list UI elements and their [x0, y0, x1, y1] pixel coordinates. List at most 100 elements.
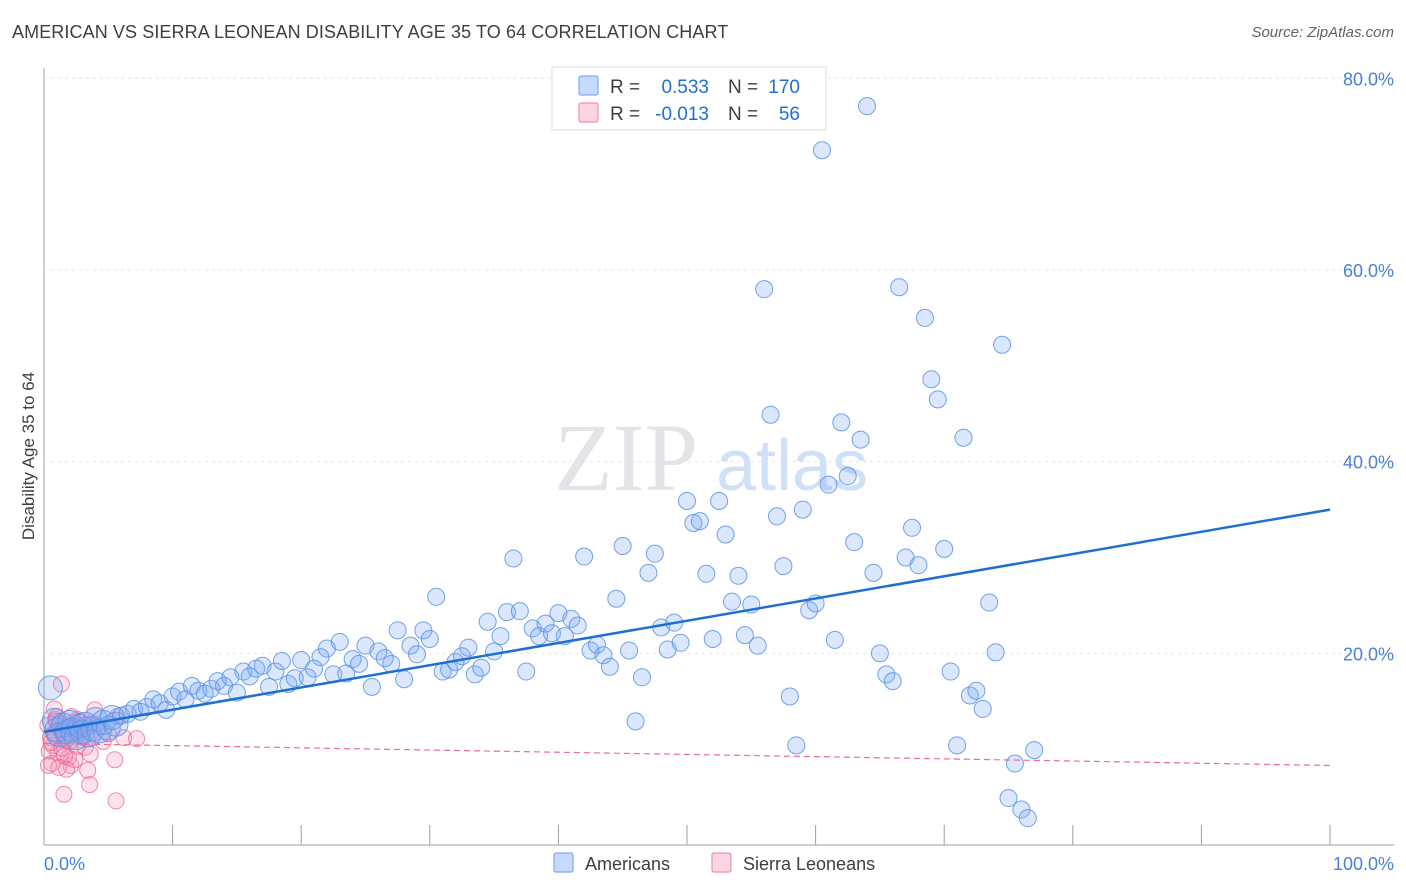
x-tick-label-min: 0.0% [44, 854, 85, 874]
americans-trend-line [43, 508, 1331, 734]
y-tick-label: 60.0% [1343, 261, 1394, 281]
americans-point [748, 636, 767, 655]
americans-point [935, 539, 954, 558]
americans-point [678, 491, 696, 510]
americans-point [697, 564, 716, 583]
americans-point [948, 736, 967, 755]
americans-point [620, 641, 639, 660]
americans-point [407, 645, 426, 664]
americans-point [909, 556, 928, 575]
americans-point [768, 507, 787, 526]
americans-point [735, 626, 754, 645]
americans-point [272, 652, 291, 670]
americans-point [626, 712, 645, 731]
americans-point [690, 512, 709, 531]
americans-point [478, 612, 497, 631]
y-axis-label: Disability Age 35 to 64 [19, 372, 38, 540]
legend-r-label-sierra-leoneans: R = [610, 104, 640, 125]
americans-point [980, 593, 999, 612]
americans-point [395, 670, 414, 689]
americans-point [497, 603, 516, 622]
y-tick-label: 80.0% [1343, 69, 1394, 89]
series-legend-swatch-americans [553, 852, 574, 873]
americans-point [780, 687, 799, 706]
series-legend: Americans Sierra Leoneans [553, 852, 875, 874]
y-tick-label: 40.0% [1343, 453, 1394, 473]
americans-point [575, 547, 594, 566]
americans-point [485, 642, 504, 661]
americans-point [594, 646, 613, 665]
americans-point [684, 514, 703, 532]
americans-point [716, 525, 735, 544]
americans-point [915, 308, 934, 327]
americans-point [890, 278, 909, 297]
americans-point [877, 665, 896, 684]
series-legend-swatch-sierra-leoneans [711, 852, 732, 873]
americans-point [838, 467, 857, 486]
legend-n-label-americans: N = [728, 77, 758, 98]
sierra-leoneans-point [79, 761, 97, 779]
americans-point [292, 651, 311, 670]
y-tick-labels: 20.0% 40.0% 60.0% 80.0% [1343, 69, 1394, 664]
americans-point [491, 627, 510, 646]
americans-point [729, 566, 748, 585]
americans-point [986, 643, 1005, 662]
americans-point [787, 736, 806, 755]
source-label: Source: ZipAtlas.com [1251, 24, 1394, 41]
americans-point [427, 587, 446, 606]
americans-point [240, 667, 259, 686]
americans-point [305, 659, 324, 678]
sierra-leoneans-point [55, 785, 73, 803]
americans-point [941, 662, 960, 681]
americans-point [967, 681, 986, 700]
americans-point [632, 668, 651, 687]
watermark-zip: ZIP [554, 404, 698, 511]
americans-point [504, 549, 523, 568]
americans-point [510, 602, 529, 621]
americans-point [870, 644, 889, 663]
legend-r-label-americans: R = [610, 77, 640, 98]
americans-point [851, 430, 870, 449]
sierra-leoneans-point [66, 751, 84, 769]
americans-point [362, 677, 381, 696]
americans-point [472, 658, 491, 677]
americans-point [903, 518, 922, 537]
americans-point [536, 614, 555, 633]
americans-point [813, 141, 832, 160]
series-legend-label-americans: Americans [585, 854, 670, 874]
legend-n-label-sierra-leoneans: N = [728, 104, 758, 125]
x-tick-label-max: 100.0% [1333, 854, 1394, 874]
americans-point [1018, 809, 1037, 828]
americans-point [613, 537, 632, 555]
americans-point [369, 642, 388, 661]
americans-point [761, 405, 780, 424]
americans-point [671, 633, 690, 652]
legend-swatch-sierra-leoneans [578, 102, 599, 123]
americans-point [600, 657, 619, 676]
americans-point [858, 97, 877, 116]
americans-point [993, 335, 1012, 354]
americans-point [999, 789, 1018, 808]
sierra-leoneans-point [106, 751, 124, 769]
chart-title: AMERICAN VS SIERRA LEONEAN DISABILITY AG… [12, 22, 729, 42]
legend-r-value-americans: 0.533 [661, 77, 709, 98]
americans-point [568, 616, 587, 635]
y-tick-label: 20.0% [1343, 644, 1394, 664]
series-legend-label-sierra-leoneans: Sierra Leoneans [743, 854, 875, 874]
sierra-leoneans-point [107, 792, 125, 810]
stats-legend: R = 0.533 N = 170 R = -0.013 N = 56 [551, 66, 827, 131]
x-ticks [172, 825, 1331, 845]
legend-swatch-americans [578, 75, 599, 96]
americans-point [883, 672, 902, 691]
americans-point [954, 428, 973, 447]
sierra-leoneans-point [81, 776, 99, 794]
americans-point [285, 669, 304, 688]
americans-point [465, 665, 484, 684]
americans-point [703, 629, 722, 648]
americans-point [420, 629, 439, 648]
americans-point [928, 390, 947, 409]
americans-point [562, 609, 581, 628]
americans-point [388, 621, 407, 640]
legend-n-value-americans: 170 [768, 77, 800, 98]
americans-point [845, 533, 864, 552]
